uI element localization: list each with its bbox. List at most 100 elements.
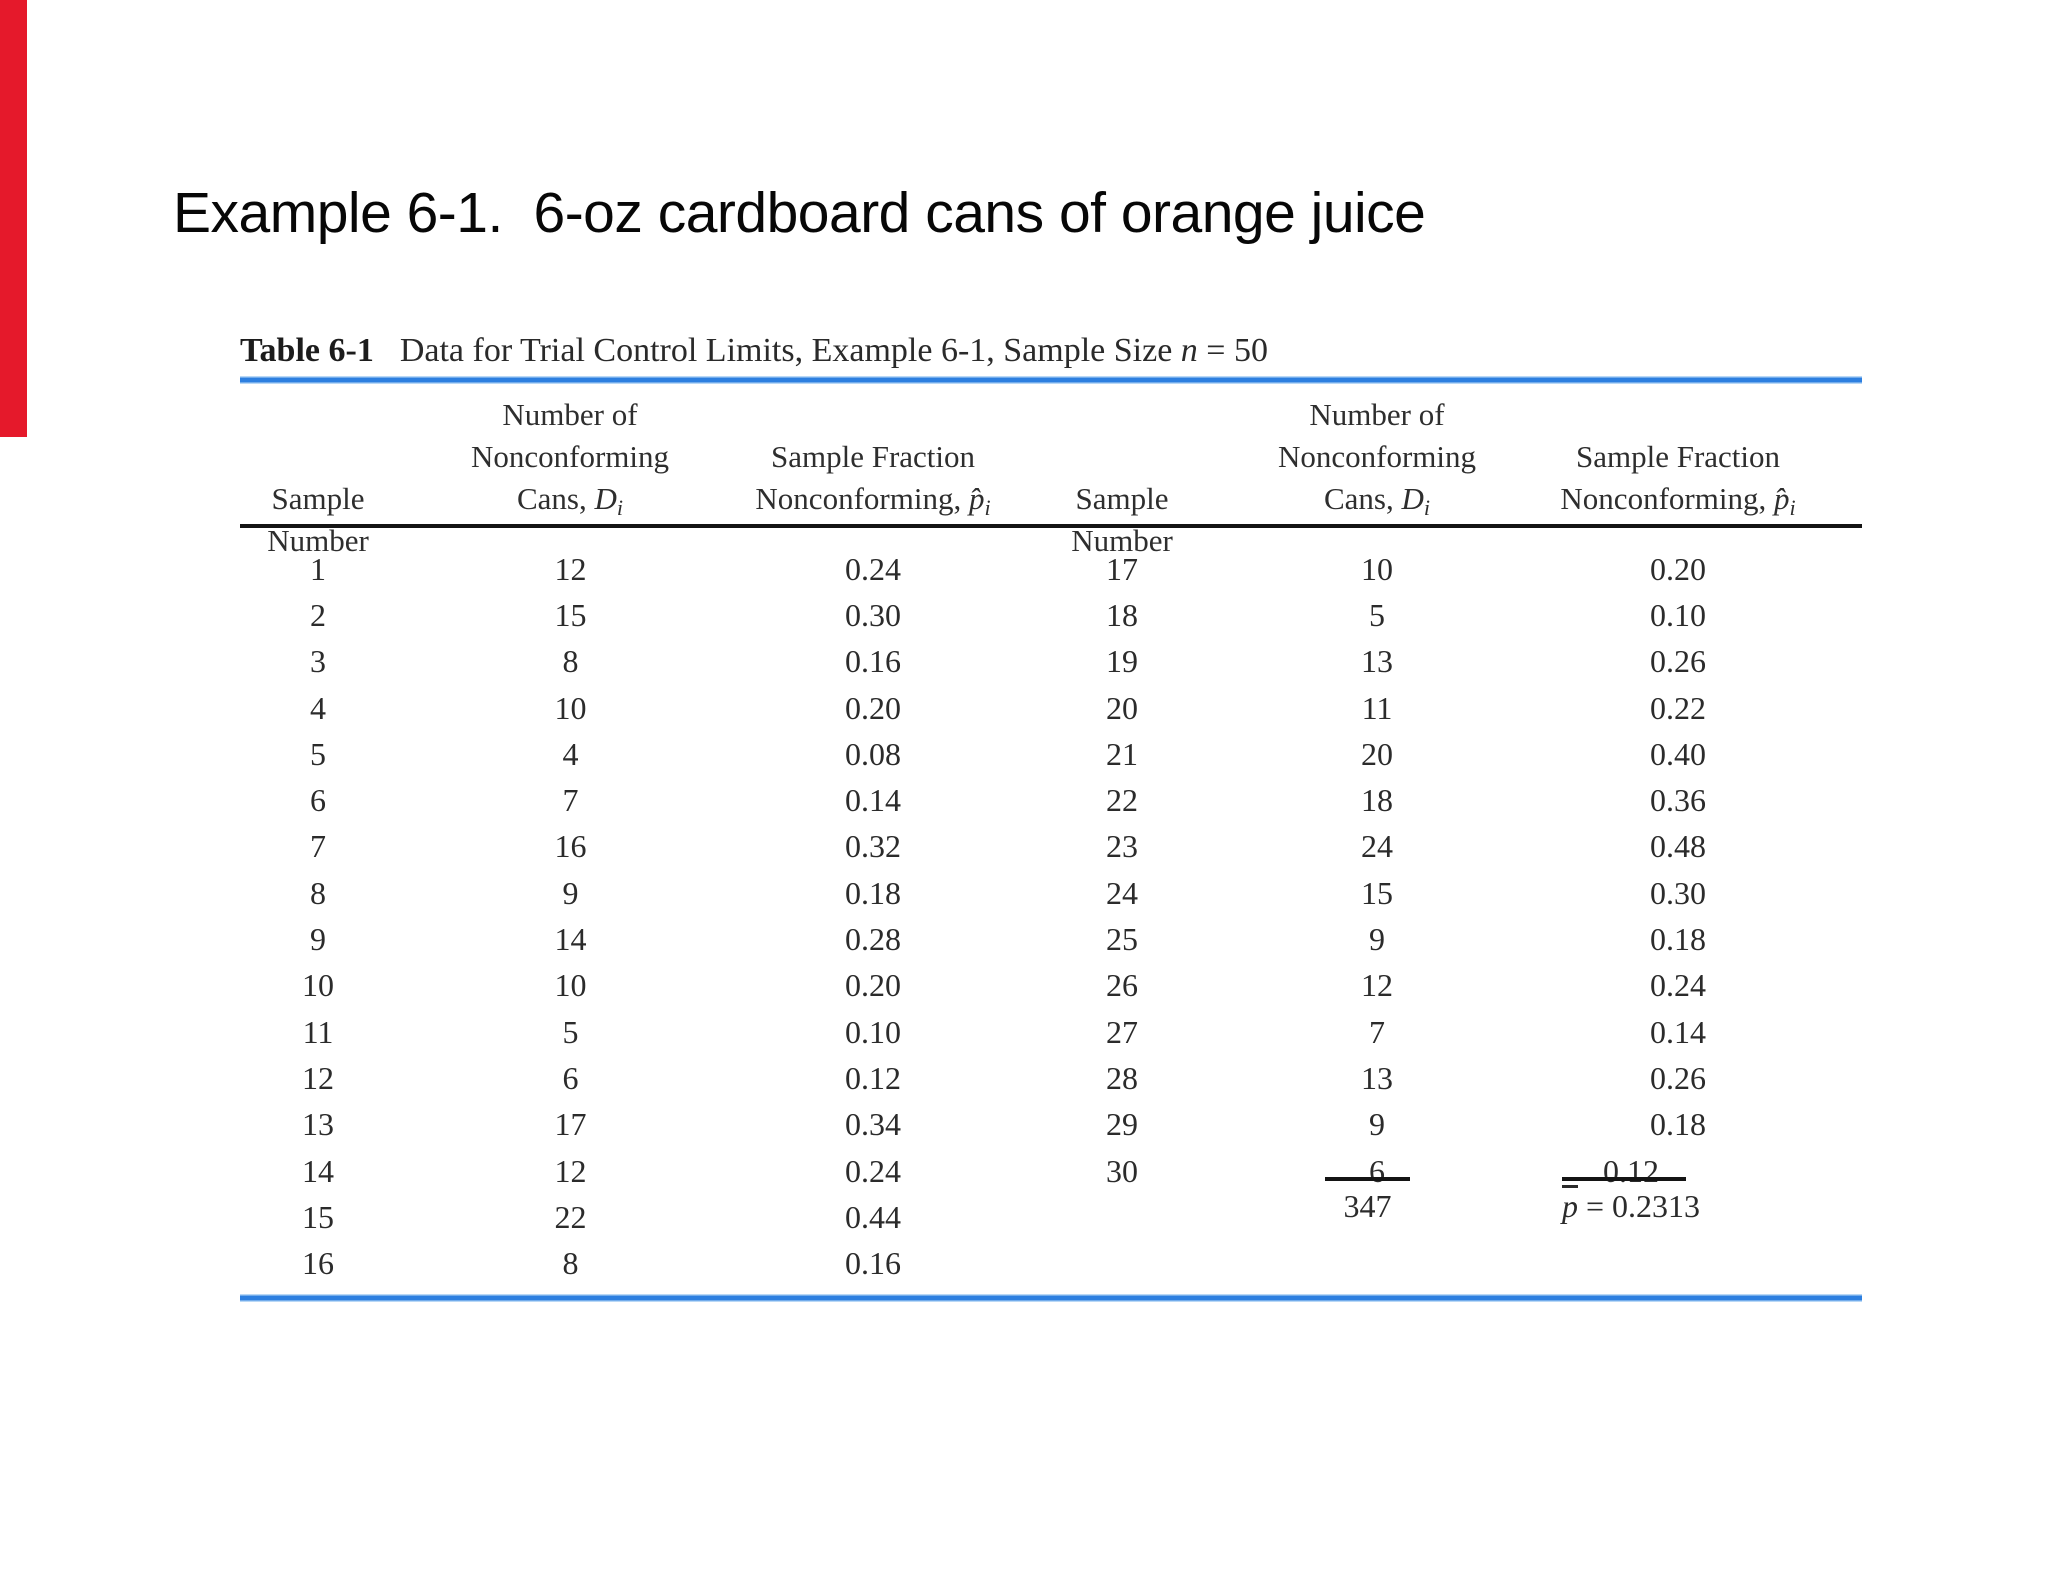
header-line: Number of (1309, 397, 1445, 432)
cell-sample-fraction: 0.18 (1650, 921, 1706, 958)
cell-sample-number: 14 (302, 1152, 334, 1189)
cell-sample-number: 11 (302, 1013, 334, 1050)
cell-nonconforming-cans: 15 (1361, 874, 1393, 911)
sample-size-value: = 50 (1197, 332, 1268, 369)
cell-sample-number: 4 (310, 689, 326, 726)
p-subscript: i (1789, 495, 1796, 520)
header-line: Nonconforming, p̂i (673, 478, 1073, 529)
cell-sample-number: 29 (1106, 1106, 1138, 1143)
header-line: Sample (1075, 481, 1169, 516)
cell-sample-fraction: 0.08 (845, 735, 901, 772)
table-caption: Table 6-1 Data for Trial Control Limits, … (240, 332, 1268, 370)
cell-sample-number: 23 (1106, 828, 1138, 865)
cell-nonconforming-cans: 11 (1361, 689, 1393, 726)
cell-sample-fraction: 0.20 (845, 967, 901, 1004)
p-hat-symbol: p̂ (968, 481, 985, 516)
cell-nonconforming-cans: 14 (554, 921, 587, 958)
cell-sample-fraction: 0.24 (845, 550, 901, 587)
nonconforming-total: 347 (1325, 1177, 1410, 1225)
cell-sample-fraction: 0.20 (845, 689, 901, 726)
header-line: Nonconforming, p̂i (1478, 478, 1878, 529)
cell-nonconforming-cans: 12 (1361, 967, 1393, 1004)
cell-sample-number: 15 (302, 1198, 334, 1235)
cell-nonconforming-cans: 13 (1361, 1059, 1393, 1096)
cell-sample-number: 2 (310, 596, 326, 633)
cell-sample-fraction: 0.14 (845, 782, 901, 819)
header-text: Cans, (1323, 481, 1402, 516)
cell-nonconforming-cans: 7 (1369, 1013, 1385, 1050)
header-nonconforming-right: Number of Nonconforming Cans, Di (1197, 394, 1557, 529)
header-nonconforming-left: Number of Nonconforming Cans, Di (390, 394, 750, 529)
d-subscript: i (616, 495, 623, 520)
red-accent-bar (0, 0, 27, 437)
table-top-rule (240, 376, 1862, 384)
cell-nonconforming-cans: 5 (562, 1013, 579, 1050)
cell-nonconforming-cans: 8 (562, 1245, 579, 1282)
header-fraction-left: Sample Fraction Nonconforming, p̂i (673, 436, 1073, 529)
cell-nonconforming-cans: 9 (1369, 921, 1385, 958)
header-line: Number (1071, 523, 1173, 558)
cell-nonconforming-cans: 9 (562, 874, 579, 911)
sample-size-symbol: n (1180, 332, 1198, 369)
p-bar-symbol: p (1562, 1188, 1578, 1224)
cell-sample-fraction: 0.14 (1650, 1013, 1706, 1050)
cell-sample-fraction: 0.32 (845, 828, 901, 865)
cell-sample-fraction: 0.18 (1650, 1106, 1706, 1143)
cell-nonconforming-cans: 13 (1361, 643, 1393, 680)
data-table: Table 6-1 Data for Trial Control Limits, … (240, 332, 1862, 1332)
cell-sample-number: 17 (1106, 550, 1138, 587)
cell-sample-fraction: 0.16 (845, 1245, 901, 1282)
cell-nonconforming-cans: 24 (1361, 828, 1393, 865)
cell-sample-number: 26 (1106, 967, 1138, 1004)
header-text: Nonconforming, (1560, 481, 1774, 516)
table-caption-text: Data for Trial Control Limits, Example 6… (399, 332, 1181, 369)
cell-sample-fraction: 0.20 (1650, 550, 1706, 587)
cell-sample-number: 19 (1106, 643, 1138, 680)
header-fraction-right: Sample Fraction Nonconforming, p̂i (1478, 436, 1878, 529)
cell-sample-fraction: 0.10 (845, 1013, 901, 1050)
header-sample-number-left: Sample Number (178, 478, 458, 562)
cell-sample-number: 18 (1106, 596, 1138, 633)
cell-nonconforming-cans: 10 (1361, 550, 1393, 587)
cell-sample-fraction: 0.26 (1650, 643, 1706, 680)
header-line: Sample (271, 481, 365, 516)
cell-nonconforming-cans: 4 (562, 735, 579, 772)
cell-nonconforming-cans: 20 (1361, 735, 1393, 772)
cell-nonconforming-cans: 16 (554, 828, 587, 865)
cell-sample-number: 9 (310, 921, 326, 958)
cell-nonconforming-cans: 22 (554, 1198, 587, 1235)
cell-sample-number: 3 (310, 643, 326, 680)
cell-sample-number: 25 (1106, 921, 1138, 958)
cell-sample-fraction: 0.36 (1650, 782, 1706, 819)
header-text: Cans, (516, 481, 595, 516)
cell-nonconforming-cans: 8 (562, 643, 579, 680)
cell-sample-number: 8 (310, 874, 326, 911)
cell-sample-fraction: 0.12 (1603, 1152, 1659, 1189)
cell-sample-fraction: 0.30 (1650, 874, 1706, 911)
cell-sample-fraction: 0.28 (845, 921, 901, 958)
cell-sample-fraction: 0.24 (1650, 967, 1706, 1004)
p-subscript: i (984, 495, 991, 520)
cell-sample-fraction: 0.16 (845, 643, 901, 680)
header-line: Number (267, 523, 369, 558)
cell-nonconforming-cans: 10 (554, 967, 587, 1004)
cell-sample-fraction: 0.40 (1650, 735, 1706, 772)
header-line: Nonconforming (470, 439, 670, 474)
slide-title: Example 6-1. 6-oz cardboard cans of oran… (173, 181, 1426, 245)
header-text: Nonconforming, (755, 481, 969, 516)
cell-nonconforming-cans: 12 (554, 1152, 587, 1189)
cell-nonconforming-cans: 7 (562, 782, 579, 819)
header-line: Sample Fraction (770, 439, 976, 474)
cell-sample-number: 7 (310, 828, 326, 865)
cell-sample-number: 27 (1106, 1013, 1138, 1050)
p-bar-value: = 0.2313 (1578, 1188, 1701, 1224)
cell-sample-fraction: 0.24 (845, 1152, 901, 1189)
cell-sample-number: 12 (302, 1059, 334, 1096)
cell-sample-number: 30 (1106, 1152, 1138, 1189)
cell-sample-fraction: 0.44 (845, 1198, 901, 1235)
table-left-body: 1 12 0.24 2 15 0.30 3 8 0.16 4 10 0.20 5 4 0.08 6 7 0.14 7… (240, 546, 1001, 1287)
cell-sample-number: 5 (310, 735, 326, 772)
cell-sample-number: 22 (1106, 782, 1138, 819)
cell-sample-fraction: 0.10 (1650, 596, 1706, 633)
